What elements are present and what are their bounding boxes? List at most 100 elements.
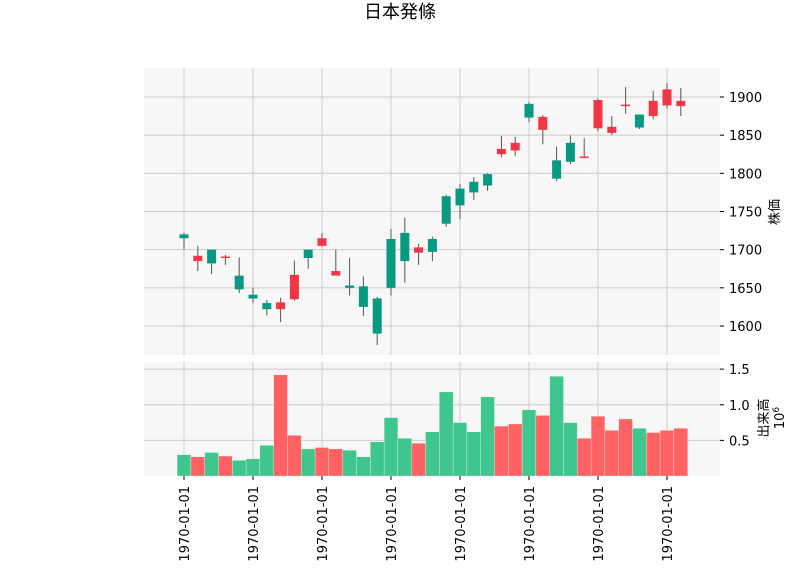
volume-bar-down bbox=[218, 455, 233, 477]
volume-tick-label: 1.5 bbox=[729, 363, 750, 378]
volume-bar-down bbox=[590, 415, 606, 477]
volume-bar-up bbox=[301, 448, 316, 477]
candle-down bbox=[331, 271, 341, 276]
x-tick-label: 1970-01-01 bbox=[316, 486, 331, 562]
x-tick-label: 1970-01-01 bbox=[385, 486, 400, 562]
candle-down bbox=[317, 238, 327, 246]
candle-up bbox=[469, 181, 479, 193]
candle-up bbox=[400, 232, 410, 262]
candle-down bbox=[621, 104, 631, 107]
volume-bar-down bbox=[273, 374, 288, 477]
volume-bar-down bbox=[190, 456, 205, 477]
volume-bar-up bbox=[370, 441, 385, 477]
volume-bar-down bbox=[328, 448, 343, 477]
price-tick-label: 1800 bbox=[729, 167, 762, 182]
price-tick-label: 1750 bbox=[729, 206, 762, 221]
volume-bar-up bbox=[439, 391, 454, 477]
volume-bar-down bbox=[577, 438, 592, 477]
volume-bar-up bbox=[176, 454, 192, 477]
volume-bar-down bbox=[494, 425, 509, 477]
candle-down bbox=[496, 148, 506, 155]
candle-down bbox=[593, 100, 603, 129]
x-axis: 1970-01-01 1970-01-01 1970-01-01 1970-01-01… bbox=[178, 476, 676, 562]
volume-bar-down bbox=[535, 415, 550, 477]
volume-tick-label: 0.5 bbox=[729, 434, 750, 449]
volume-bars bbox=[176, 374, 688, 477]
candle-down bbox=[662, 89, 672, 106]
volume-bar-up bbox=[259, 445, 274, 477]
volume-bar-up bbox=[466, 431, 481, 477]
volume-y-label: 出来高 bbox=[756, 398, 772, 437]
volume-bar-up bbox=[563, 422, 578, 477]
x-tick-label: 1970-01-01 bbox=[661, 486, 676, 562]
candle-up bbox=[179, 234, 189, 239]
candle-up bbox=[248, 294, 258, 299]
x-tick-label: 1970-01-01 bbox=[247, 486, 262, 562]
candle-down bbox=[510, 142, 520, 151]
volume-bar-down bbox=[287, 435, 302, 477]
volume-multiplier: 106 bbox=[772, 407, 788, 430]
candles bbox=[179, 83, 686, 346]
x-tick-label: 1970-01-01 bbox=[454, 486, 469, 562]
candle-down bbox=[276, 302, 286, 310]
x-tick-label: 1970-01-01 bbox=[592, 486, 607, 562]
price-tick-label: 1600 bbox=[729, 320, 762, 335]
volume-bar-down bbox=[314, 447, 330, 477]
volume-bar-up bbox=[356, 456, 371, 477]
x-tick-label: 1970-01-01 bbox=[523, 486, 538, 562]
volume-bar-up bbox=[632, 428, 647, 477]
candle-down bbox=[193, 255, 203, 262]
volume-y-axis: 0.5 1.0 1.5 bbox=[720, 363, 750, 449]
candle-up bbox=[565, 142, 575, 162]
price-tick-label: 1900 bbox=[729, 91, 762, 106]
candle-down bbox=[676, 100, 686, 107]
volume-bar-up bbox=[549, 376, 564, 477]
volume-bar-up bbox=[342, 450, 357, 477]
candle-down bbox=[607, 126, 617, 133]
volume-bar-up bbox=[521, 409, 537, 477]
price-y-label: 株価 bbox=[768, 199, 783, 225]
price-tick-label: 1650 bbox=[729, 282, 762, 297]
volume-bar-down bbox=[508, 423, 523, 477]
candle-up bbox=[427, 238, 437, 252]
price-tick-label: 1700 bbox=[729, 244, 762, 259]
volume-bar-down bbox=[618, 418, 633, 477]
chart-title: 日本発條 bbox=[364, 2, 436, 23]
price-panel: 1600 1650 1700 1750 1800 1850 1900 株価 bbox=[144, 68, 783, 355]
candle-up bbox=[234, 275, 244, 290]
candle-down bbox=[579, 156, 589, 159]
price-y-axis: 1600 1650 1700 1750 1800 1850 1900 bbox=[720, 91, 762, 335]
volume-bar-up bbox=[397, 438, 412, 477]
candle-down bbox=[648, 100, 658, 117]
volume-tick-label: 1.0 bbox=[729, 399, 750, 414]
price-tick-label: 1850 bbox=[729, 129, 762, 144]
x-tick-label: 1970-01-01 bbox=[178, 486, 193, 562]
volume-panel: 0.5 1.0 1.5 出来高 106 bbox=[144, 362, 788, 477]
candle-up bbox=[483, 174, 493, 186]
volume-bar-down bbox=[604, 430, 619, 477]
candle-up bbox=[524, 103, 534, 118]
volume-bar-down bbox=[646, 432, 661, 477]
candle-up bbox=[303, 249, 313, 259]
candle-up bbox=[552, 160, 562, 179]
volume-bar-up bbox=[452, 422, 468, 477]
candle-up bbox=[345, 285, 355, 288]
candle-up bbox=[207, 249, 217, 264]
candle-down bbox=[538, 116, 548, 130]
volume-bar-up bbox=[425, 431, 440, 477]
volume-bar-up bbox=[232, 460, 247, 477]
volume-bar-up bbox=[383, 417, 399, 477]
candle-up bbox=[262, 303, 272, 310]
candle-down bbox=[220, 256, 230, 259]
candle-up bbox=[372, 298, 382, 334]
volume-bar-down bbox=[659, 430, 675, 477]
volume-bar-up bbox=[480, 396, 495, 477]
volume-bar-down bbox=[411, 443, 426, 477]
candle-down bbox=[289, 274, 299, 300]
volume-bar-up bbox=[245, 458, 261, 477]
candle-down bbox=[414, 247, 424, 253]
candle-up bbox=[441, 196, 451, 224]
candle-up bbox=[386, 238, 396, 288]
